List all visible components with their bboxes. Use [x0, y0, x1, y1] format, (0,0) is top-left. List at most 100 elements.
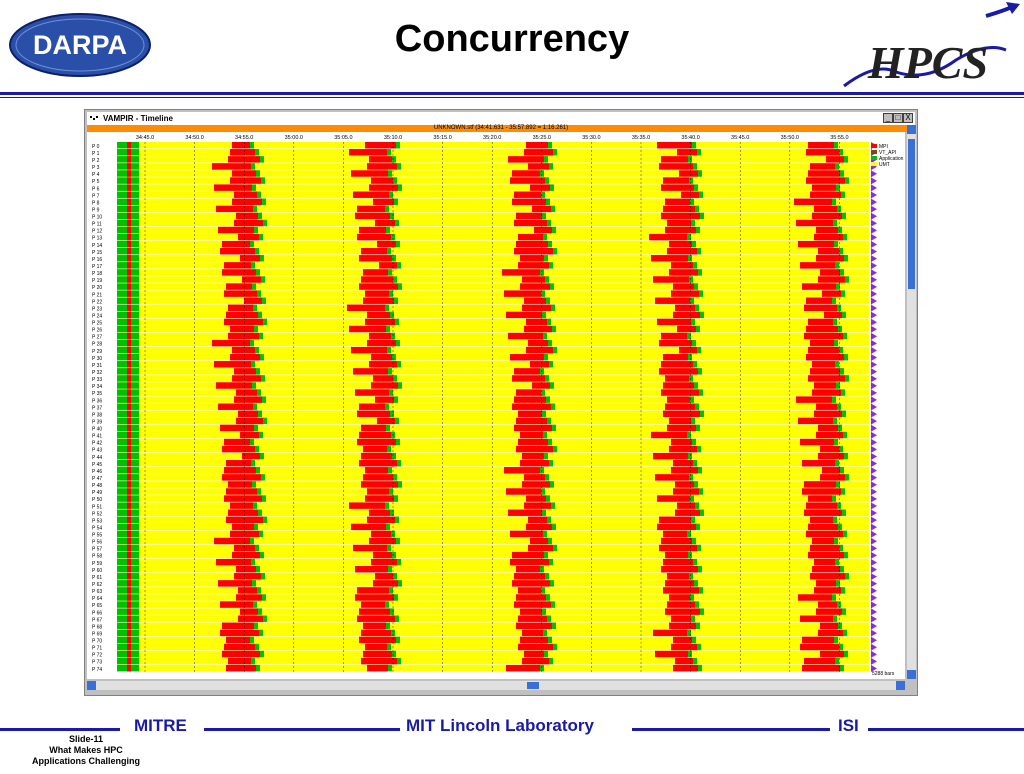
process-row-mpi — [226, 516, 263, 523]
scroll-up-icon[interactable] — [907, 125, 916, 134]
process-end-arrow — [871, 643, 877, 651]
window-titlebar[interactable]: VAMPIR - Timeline _ □ X — [87, 112, 915, 125]
process-row-compute — [117, 163, 869, 170]
process-row-application — [391, 530, 395, 538]
maximize-button[interactable]: □ — [893, 113, 903, 123]
close-button[interactable]: X — [903, 113, 913, 123]
process-row-mpi — [661, 212, 700, 220]
process-row-mpi — [528, 544, 553, 552]
process-row-application — [544, 156, 548, 163]
process-row-mpi — [359, 636, 396, 644]
process-row-mpi — [127, 240, 131, 248]
process-row-mpi — [230, 325, 254, 333]
process-label: P 46 — [92, 469, 102, 475]
process-row-compute — [117, 212, 869, 220]
process-label: P 56 — [92, 540, 102, 546]
process-row-application — [250, 537, 254, 545]
process-row-application — [693, 163, 697, 170]
process-row-mpi — [522, 452, 544, 460]
process-row-mpi — [236, 212, 258, 220]
process-row-mpi — [671, 438, 692, 446]
process-row-mpi — [661, 566, 698, 573]
process-row-compute — [117, 438, 869, 446]
process-row-mpi — [232, 198, 262, 205]
process-row-mpi — [806, 149, 839, 156]
process-label: P 71 — [92, 646, 102, 652]
process-row-application — [551, 601, 555, 608]
horizontal-scrollbar[interactable] — [87, 681, 905, 690]
timeline-plot[interactable]: 34:45.0 34:50.0 34:55.0 35:00.0 35:05.0 35:10… — [87, 132, 905, 679]
process-row-application — [397, 460, 401, 467]
process-label: P 39 — [92, 419, 102, 425]
process-row-compute — [117, 615, 869, 622]
process-row-application — [545, 276, 549, 283]
process-row-mpi — [818, 452, 844, 460]
process-row-mpi — [127, 318, 131, 326]
process-row-mpi — [808, 551, 844, 559]
process-row-mpi — [671, 262, 693, 269]
process-row-application — [398, 382, 402, 389]
process-row-application — [396, 636, 400, 644]
process-row-mpi — [653, 276, 689, 283]
scroll-down-icon[interactable] — [907, 670, 916, 679]
process-row-application — [395, 417, 399, 425]
process-row-mpi — [502, 269, 540, 276]
process-row-application — [254, 523, 258, 531]
process-row-application — [694, 382, 698, 389]
slide-number: Slide-11 — [68, 734, 104, 744]
process-row-mpi — [222, 445, 255, 453]
process-row-mpi — [224, 318, 263, 326]
process-row-application — [250, 240, 254, 248]
process-row-compute — [117, 452, 869, 460]
vertical-scroll-thumb[interactable] — [908, 139, 915, 289]
process-row-mpi — [675, 657, 693, 665]
process-row-mpi — [353, 544, 387, 552]
process-row-mpi — [512, 551, 544, 559]
process-end-arrow — [871, 594, 877, 602]
process-row-application — [385, 601, 389, 608]
process-label: P 4 — [92, 172, 100, 178]
process-row-mpi — [365, 318, 395, 326]
time-tick-label: 35:20.0 — [483, 135, 501, 141]
process-row-mpi — [230, 177, 261, 184]
caption-line2: Applications Challenging — [31, 756, 140, 766]
process-row-application — [696, 424, 700, 432]
process-row-application — [393, 474, 397, 481]
process-row-application — [691, 318, 695, 326]
process-row-mpi — [224, 290, 257, 297]
process-row-application — [392, 452, 396, 460]
process-label: P 48 — [92, 483, 102, 489]
process-row-mpi — [665, 608, 700, 615]
process-end-arrow — [871, 290, 877, 298]
process-row-mpi — [649, 233, 687, 241]
horizontal-scroll-thumb[interactable] — [527, 682, 539, 689]
process-row-application — [255, 445, 259, 453]
process-row-mpi — [127, 142, 131, 149]
process-row-mpi — [365, 643, 387, 651]
process-row-application — [256, 566, 260, 573]
process-row-mpi — [514, 573, 545, 580]
process-row-application — [259, 332, 263, 340]
process-row-compute — [117, 467, 869, 474]
process-row-application — [835, 361, 839, 368]
scroll-left-icon[interactable] — [87, 681, 96, 690]
process-row-mpi — [661, 361, 693, 368]
process-row-application — [689, 474, 693, 481]
minimize-button[interactable]: _ — [883, 113, 893, 123]
process-row-application — [259, 431, 263, 439]
process-row-mpi — [228, 657, 251, 665]
process-label: P 5 — [92, 179, 100, 185]
process-row-application — [690, 495, 694, 502]
scroll-right-icon[interactable] — [896, 681, 905, 690]
process-row-mpi — [526, 346, 553, 354]
process-row-mpi — [353, 368, 388, 375]
process-label: P 32 — [92, 370, 102, 376]
process-row-application — [836, 481, 840, 488]
process-row-mpi — [679, 170, 698, 177]
process-label: P 49 — [92, 490, 102, 496]
process-end-arrow — [871, 382, 877, 390]
vertical-scrollbar[interactable] — [907, 125, 916, 679]
process-end-arrow — [871, 318, 877, 326]
process-row-mpi — [127, 629, 131, 637]
process-row-application — [396, 339, 400, 347]
